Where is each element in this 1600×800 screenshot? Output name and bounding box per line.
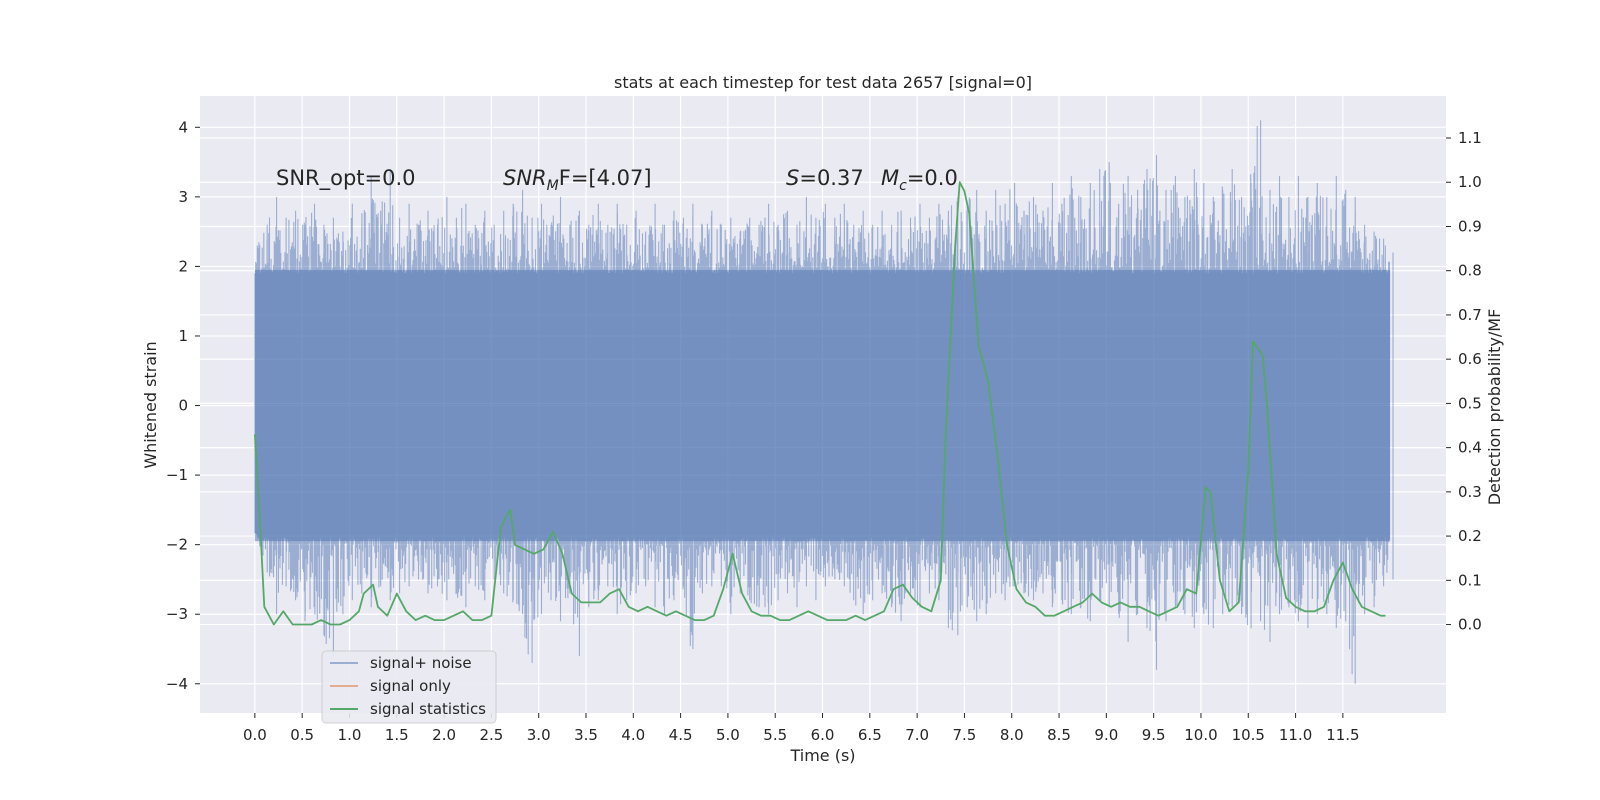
x-tick-label: 10.5: [1232, 726, 1265, 744]
annotation-mc-rest: =0.0: [907, 166, 958, 190]
legend: signal+ noise signal only signal statist…: [321, 650, 497, 724]
left-y-tick-label: −3: [166, 605, 188, 623]
left-y-tick-label: −1: [166, 466, 188, 484]
signal-statistics-line: [254, 181, 1386, 626]
left-y-tick-label: 3: [178, 188, 188, 206]
x-tick-label: 1.5: [385, 726, 409, 744]
annotation-snr-mf: SNRMF=[4.07]: [503, 166, 652, 194]
annotation-snr-mf-main: SNR: [503, 166, 547, 190]
left-y-axis-label: Whitened strain: [141, 341, 160, 468]
left-y-tick-label: −4: [166, 675, 188, 693]
signal-statistics-series: [254, 181, 1386, 626]
right-y-axis-label: Detection probability/MF: [1485, 309, 1504, 506]
left-y-tick-label: −2: [166, 536, 188, 554]
x-tick-label: 8.5: [1047, 726, 1071, 744]
left-y-tick-label: 2: [178, 257, 188, 275]
right-y-axis-ticks: 1.1 1.0 0.9 0.8 0.7 0.6 0.5 0.4 0.3 0.2 0.1 0.0: [1446, 129, 1482, 634]
x-tick-label: 9.5: [1142, 726, 1166, 744]
x-tick-label: 9.0: [1094, 726, 1118, 744]
annotation-snr-mf-rest: F=[4.07]: [559, 166, 652, 190]
noise-spikes: [254, 120, 1394, 684]
x-tick-label: 5.0: [716, 726, 740, 744]
legend-label-signal-only: signal only: [370, 677, 451, 695]
left-y-tick-label: 1: [178, 327, 188, 345]
left-y-tick-label: 0: [178, 397, 188, 415]
x-tick-label: 10.0: [1184, 726, 1217, 744]
x-tick-label: 7.0: [905, 726, 929, 744]
right-y-tick-label: 0.1: [1458, 571, 1482, 589]
x-axis-ticks: 0.0 0.5 1.0 1.5 2.0 2.5 3.0 3.5 4.0 4.5 5.0 5.5 6.0 6…: [243, 713, 1360, 744]
legend-label-signal-noise: signal+ noise: [370, 654, 472, 672]
x-tick-label: 11.0: [1279, 726, 1312, 744]
legend-box: [321, 650, 497, 724]
x-tick-label: 5.5: [763, 726, 787, 744]
x-tick-label: 4.5: [669, 726, 693, 744]
legend-label-signal-statistics: signal statistics: [370, 700, 486, 718]
signal-noise-series: [254, 120, 1394, 684]
right-y-tick-label: 0.3: [1458, 483, 1482, 501]
chart-title: stats at each timestep for test data 265…: [614, 73, 1032, 92]
left-y-axis-ticks: 4 3 2 1 0 −1 −2 −3 −4: [166, 118, 200, 693]
annotation-s: S=0.37: [786, 166, 864, 190]
right-y-tick-label: 0.0: [1458, 616, 1482, 634]
annotation-mc-sub: c: [899, 178, 907, 194]
annotation-snr-mf-sub: M: [547, 178, 559, 194]
x-tick-label: 2.0: [432, 726, 456, 744]
annotation-mc-main: M: [881, 166, 899, 190]
right-y-tick-label: 0.8: [1458, 262, 1482, 280]
x-tick-label: 2.5: [479, 726, 503, 744]
x-tick-label: 0.5: [290, 726, 314, 744]
x-tick-label: 8.0: [1000, 726, 1024, 744]
x-tick-label: 3.0: [527, 726, 551, 744]
annotation-s-rest: =0.37: [799, 166, 863, 190]
x-tick-label: 6.5: [858, 726, 882, 744]
right-y-tick-label: 0.9: [1458, 217, 1482, 235]
x-tick-label: 6.0: [811, 726, 835, 744]
left-y-tick-label: 4: [178, 118, 188, 136]
right-y-tick-label: 1.1: [1458, 129, 1482, 147]
right-y-tick-label: 0.5: [1458, 394, 1482, 412]
right-y-tick-label: 1.0: [1458, 173, 1482, 191]
x-tick-label: 0.0: [243, 726, 267, 744]
right-y-tick-label: 0.6: [1458, 350, 1482, 368]
right-y-tick-label: 0.4: [1458, 439, 1482, 457]
annotation-mc: Mc=0.0: [881, 166, 958, 194]
right-y-tick-label: 0.7: [1458, 306, 1482, 324]
annotation-snr-opt: SNR_opt=0.0: [276, 166, 416, 191]
x-axis-label: Time (s): [789, 746, 855, 765]
annotation-s-main: S: [786, 166, 799, 190]
x-tick-label: 1.0: [338, 726, 362, 744]
x-tick-label: 7.5: [953, 726, 977, 744]
x-tick-label: 3.5: [574, 726, 598, 744]
right-y-tick-label: 0.2: [1458, 527, 1482, 545]
x-tick-label: 4.0: [621, 726, 645, 744]
x-tick-label: 11.5: [1326, 726, 1359, 744]
